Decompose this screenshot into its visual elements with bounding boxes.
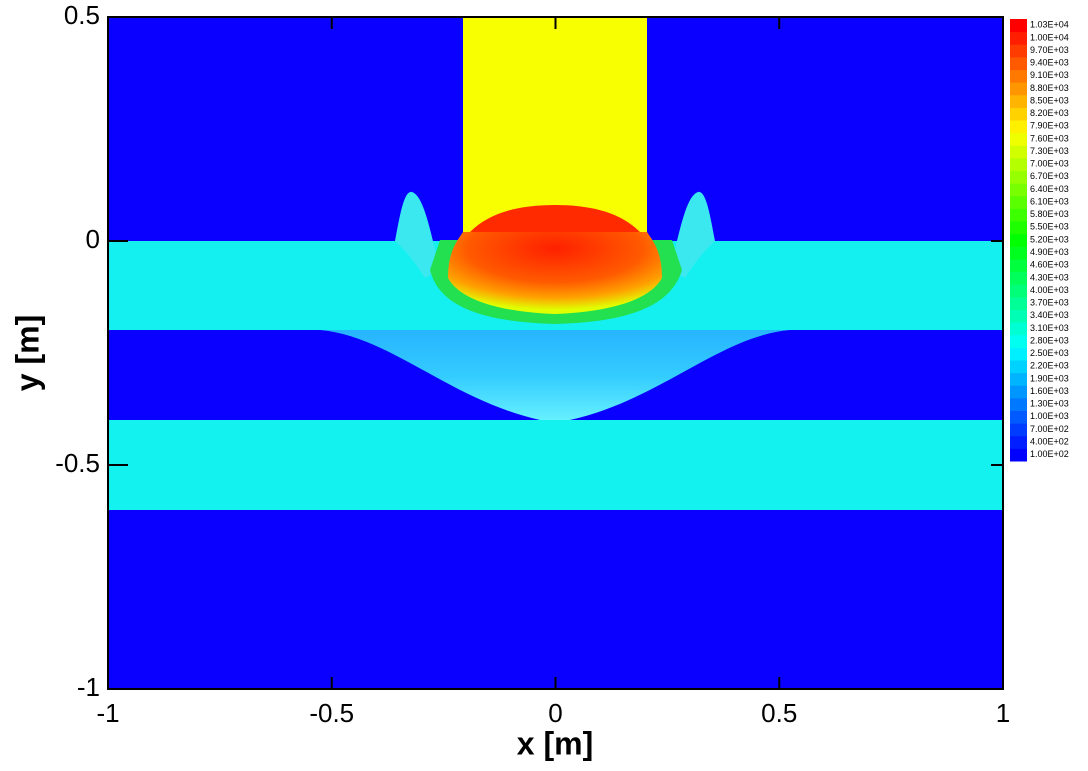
colorbar-swatch (1010, 221, 1027, 235)
colorbar-label: 8.50E+03 (1030, 95, 1069, 105)
colorbar-swatch (1010, 372, 1027, 386)
colorbar-swatch (1010, 82, 1027, 96)
y-tick-label: 0 (86, 224, 100, 254)
colorbar-swatch (1010, 157, 1027, 172)
colorbar-label: 7.00E+03 (1030, 159, 1069, 169)
colorbar-label: 8.80E+03 (1030, 83, 1069, 93)
colorbar-label: 1.03E+04 (1030, 20, 1069, 30)
x-tick-label: -1 (96, 698, 119, 728)
colorbar-label: 8.20E+03 (1030, 108, 1069, 118)
colorbar-label: 1.30E+03 (1030, 399, 1069, 409)
colorbar-label: 6.40E+03 (1030, 184, 1069, 194)
colorbar-label: 1.90E+03 (1030, 373, 1069, 383)
colorbar-label: 3.70E+03 (1030, 298, 1069, 308)
colorbar-swatch (1010, 410, 1027, 424)
colorbar-label: 5.20E+03 (1030, 234, 1069, 244)
colorbar-label: 6.10E+03 (1030, 196, 1069, 206)
colorbar-swatch (1010, 385, 1027, 399)
colorbar-label: 1.00E+04 (1030, 32, 1069, 42)
colorbar-swatch (1010, 183, 1027, 197)
plot-frame (107, 16, 1004, 690)
colorbar-swatch (1010, 347, 1027, 361)
colorbar-label: 2.50E+03 (1030, 348, 1069, 358)
colorbar-swatch (1010, 246, 1027, 260)
colorbar-swatch (1010, 258, 1027, 273)
colorbar-label: 3.10E+03 (1030, 323, 1069, 333)
colorbar-swatch (1010, 208, 1027, 222)
x-tick-label: 0 (548, 698, 562, 728)
colorbar-label: 2.80E+03 (1030, 335, 1069, 345)
colorbar-swatch (1010, 359, 1027, 374)
colorbar-swatch (1010, 44, 1027, 58)
colorbar-swatch (1010, 170, 1027, 184)
x-tick-label: 0.5 (761, 698, 797, 728)
x-axis-label: x [m] (517, 725, 593, 761)
colorbar-swatch (1010, 448, 1027, 462)
colorbar-label: 3.40E+03 (1030, 310, 1069, 320)
colorbar-swatch (1010, 94, 1027, 108)
colorbar-swatch (1010, 423, 1027, 437)
colorbar-swatch (1010, 397, 1027, 411)
y-axis-label: y [m] (9, 315, 45, 391)
colorbar-label: 7.00E+02 (1030, 424, 1069, 434)
colorbar-label: 5.50E+03 (1030, 222, 1069, 232)
contour-field (108, 17, 1003, 689)
colorbar-label: 7.60E+03 (1030, 133, 1069, 143)
colorbar-swatch (1010, 296, 1027, 310)
colorbar-swatch (1010, 271, 1027, 285)
colorbar-swatch (1010, 309, 1027, 323)
colorbar-label: 4.30E+03 (1030, 272, 1069, 282)
colorbar-swatch (1010, 107, 1027, 121)
colorbar-swatch (1010, 284, 1027, 298)
colorbar-label: 2.20E+03 (1030, 361, 1069, 371)
colorbar-label: 1.00E+02 (1030, 449, 1069, 459)
colorbar-label: 7.90E+03 (1030, 121, 1069, 131)
colorbar-label: 7.30E+03 (1030, 146, 1069, 156)
y-tick-label: -0.5 (55, 448, 100, 478)
colorbar-swatch (1010, 19, 1027, 33)
colorbar-swatch (1010, 56, 1027, 71)
colorbar-label: 4.60E+03 (1030, 260, 1069, 270)
colorbar-label: 4.00E+02 (1030, 436, 1069, 446)
colorbar-label: 6.70E+03 (1030, 171, 1069, 181)
colorbar-label: 1.00E+03 (1030, 411, 1069, 421)
y-tick-label: 0.5 (64, 0, 100, 30)
colorbar-swatch (1010, 132, 1027, 146)
colorbar-swatch (1010, 69, 1027, 83)
colorbar-label: 9.40E+03 (1030, 58, 1069, 68)
colorbar-swatch (1010, 120, 1027, 134)
colorbar-swatch (1010, 233, 1027, 247)
colorbar-swatch (1010, 195, 1027, 209)
colorbar-swatch (1010, 31, 1027, 45)
y-tick-label: -1 (77, 672, 100, 702)
colorbar-swatch (1010, 334, 1027, 348)
colorbar-swatch (1010, 322, 1027, 336)
x-tick-label: 1 (996, 698, 1010, 728)
colorbar-label: 4.00E+03 (1030, 285, 1069, 295)
colorbar-swatch (1010, 145, 1027, 159)
colorbar-label: 9.10E+03 (1030, 70, 1069, 80)
x-tick-label: -0.5 (309, 698, 354, 728)
colorbar-label: 9.70E+03 (1030, 45, 1069, 55)
colorbar-swatch (1010, 435, 1027, 449)
colorbar-label: 1.60E+03 (1030, 386, 1069, 396)
colorbar-label: 4.90E+03 (1030, 247, 1069, 257)
colorbar-label: 5.80E+03 (1030, 209, 1069, 219)
